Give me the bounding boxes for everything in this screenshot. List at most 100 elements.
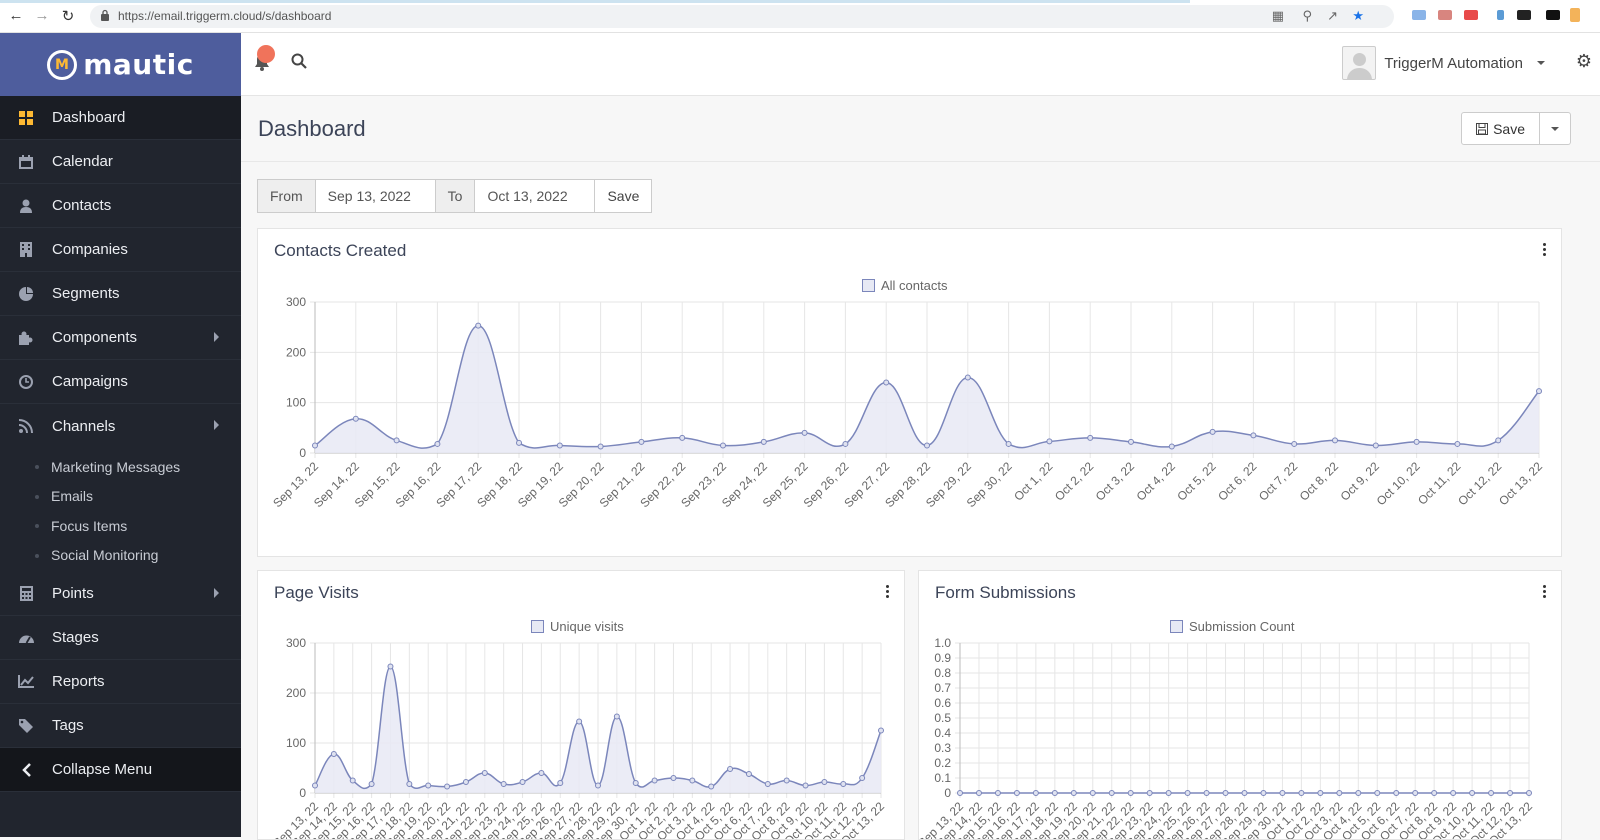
pie-icon	[0, 286, 52, 301]
widget-menu-icon[interactable]	[886, 585, 890, 598]
y-tick-label: 100	[286, 736, 306, 750]
sidebar-item-calendar[interactable]: Calendar	[0, 140, 241, 184]
data-point	[516, 439, 522, 446]
widget-title: Contacts Created	[274, 241, 407, 260]
data-point	[1526, 790, 1532, 796]
data-point	[1108, 790, 1115, 796]
search-icon[interactable]	[291, 53, 307, 74]
sidebar-subitem-marketing-messages[interactable]: Marketing Messages	[0, 452, 241, 482]
page-header: Dashboard Save	[241, 96, 1600, 162]
data-point	[638, 438, 645, 445]
data-point	[1165, 790, 1172, 796]
sidebar-item-points[interactable]: Points	[0, 572, 241, 616]
url-text: https://email.triggerm.cloud/s/dashboard	[118, 9, 332, 23]
widget-title: Form Submissions	[935, 583, 1076, 602]
extension-icon[interactable]	[1464, 10, 1478, 20]
address-bar[interactable]: https://email.triggerm.cloud/s/dashboard…	[90, 5, 1394, 28]
to-date-input[interactable]: Oct 13, 2022	[475, 180, 596, 212]
chevron-down-icon[interactable]	[1537, 61, 1545, 65]
data-point	[964, 374, 971, 381]
sidebar-item-components[interactable]: Components	[0, 316, 241, 360]
reload-icon[interactable]: ↻	[61, 8, 75, 25]
notification-badge[interactable]	[257, 45, 275, 63]
data-point	[720, 442, 726, 449]
browser-toolbar: ← → ↻ https://email.triggerm.cloud/s/das…	[0, 0, 1600, 33]
save-options-dropdown[interactable]	[1540, 112, 1571, 145]
widget-menu-icon[interactable]	[1543, 243, 1547, 256]
legend-swatch	[1170, 620, 1183, 633]
chart-legend[interactable]: Unique visits	[531, 619, 624, 634]
data-point	[1089, 790, 1096, 796]
extension-icon[interactable]	[1438, 10, 1452, 20]
data-point	[538, 770, 545, 776]
sidebar-subitem-social-monitoring[interactable]: Social Monitoring	[0, 541, 241, 571]
series-line	[314, 665, 882, 790]
save-button-label: Save	[1493, 120, 1525, 137]
data-point	[727, 766, 734, 772]
x-tick-label: Oct 6, 22	[1215, 459, 1260, 504]
data-point	[425, 782, 432, 789]
bookmark-star-icon[interactable]: ★	[1352, 8, 1364, 23]
zoom-icon[interactable]: ⚲	[1302, 8, 1312, 23]
extension-icon[interactable]	[1546, 10, 1560, 20]
data-point	[1355, 790, 1362, 796]
data-point	[859, 775, 866, 781]
save-button[interactable]: Save	[1461, 112, 1540, 145]
from-date-input[interactable]: Sep 13, 2022	[316, 180, 436, 212]
expand-caret-icon	[214, 332, 219, 342]
page-visits-widget: Page Visits Unique visits 0 100 200 300 Sep …	[257, 570, 905, 840]
sidebar-item-segments[interactable]: Segments	[0, 272, 241, 316]
data-point	[595, 782, 601, 789]
forward-icon[interactable]: →	[34, 7, 50, 24]
avatar[interactable]	[1342, 46, 1377, 80]
widget-menu-icon[interactable]	[1543, 585, 1547, 598]
data-point	[406, 781, 413, 787]
sidebar-item-tags[interactable]: Tags	[0, 704, 241, 748]
data-point	[1128, 438, 1134, 445]
sidebar-item-dashboard[interactable]: Dashboard	[0, 96, 241, 140]
brand-header[interactable]: M mautic	[0, 33, 241, 96]
date-range-filter: From Sep 13, 2022 To Oct 13, 2022 Save	[257, 179, 653, 213]
chart-legend[interactable]: Submission Count	[1170, 619, 1295, 634]
sidebar-item-reports[interactable]: Reports	[0, 660, 241, 704]
profile-icon[interactable]	[1570, 8, 1580, 22]
expand-caret-icon	[214, 420, 219, 430]
channels-submenu: Marketing Messages Emails Focus Items So…	[0, 448, 241, 572]
data-point	[924, 442, 930, 449]
translate-icon[interactable]: ▦	[1271, 8, 1284, 23]
data-point	[679, 434, 686, 441]
legend-swatch	[531, 620, 544, 633]
mautic-logo[interactable]: M mautic	[47, 48, 194, 81]
sidebar-item-channels[interactable]: Channels	[0, 404, 241, 448]
data-point	[368, 781, 375, 787]
gear-icon[interactable]: ⚙	[1575, 51, 1592, 71]
sidebar-item-campaigns[interactable]: Campaigns	[0, 360, 241, 404]
extension-icon[interactable]	[1517, 10, 1531, 20]
back-icon[interactable]: ←	[8, 7, 24, 24]
y-tick-label: 1.0	[934, 636, 951, 650]
data-point	[1005, 440, 1012, 447]
user-name[interactable]: TriggerM Automation	[1384, 54, 1523, 72]
data-point	[1203, 790, 1210, 796]
sidebar-subitem-emails[interactable]: Emails	[0, 482, 241, 512]
from-label: From	[258, 180, 316, 212]
user-menu[interactable]: TriggerM Automation	[1342, 46, 1545, 80]
share-icon[interactable]: ↗	[1327, 8, 1338, 23]
sidebar-item-companies[interactable]: Companies	[0, 228, 241, 272]
y-tick-label: 300	[286, 295, 306, 309]
sidebar-item-label: Segments	[52, 285, 120, 302]
legend-label: Submission Count	[1189, 619, 1295, 634]
y-tick-label: 0	[299, 446, 306, 460]
sidebar-item-stages[interactable]: Stages	[0, 616, 241, 660]
y-tick-label: 0.8	[934, 666, 951, 680]
collapse-menu-button[interactable]: Collapse Menu	[0, 748, 241, 792]
sidebar-item-contacts[interactable]: Contacts	[0, 184, 241, 228]
data-point	[1413, 438, 1420, 445]
sidebar-subitem-focus-items[interactable]: Focus Items	[0, 511, 241, 541]
extension-icon[interactable]	[1412, 10, 1426, 20]
extension-icon[interactable]	[1497, 10, 1504, 20]
apply-date-button[interactable]: Save	[607, 188, 640, 204]
chart-legend[interactable]: All contacts	[862, 278, 947, 293]
